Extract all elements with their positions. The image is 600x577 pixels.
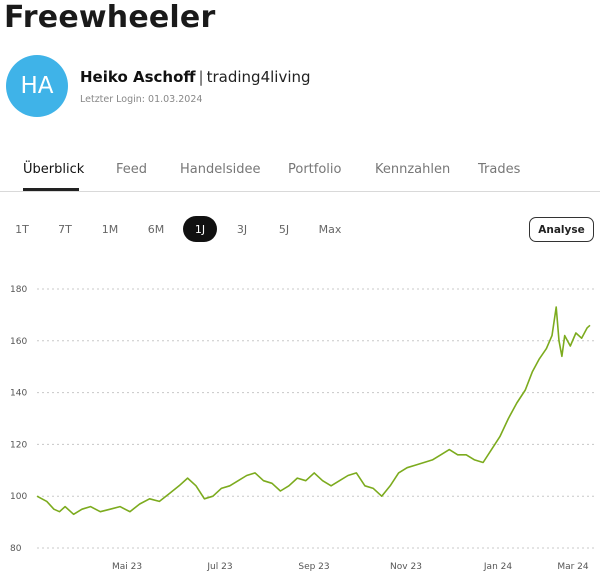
- range-1t[interactable]: 1T: [15, 222, 29, 236]
- range-5j[interactable]: 5J: [278, 222, 290, 236]
- range-1j[interactable]: 1J: [183, 216, 217, 242]
- range-max[interactable]: Max: [318, 222, 342, 236]
- active-tab-indicator: [23, 188, 79, 191]
- user-line: Heiko Aschoff | trading4living: [80, 68, 311, 86]
- range-6m[interactable]: 6M: [147, 222, 165, 236]
- x-tick-label: Nov 23: [390, 562, 422, 572]
- range-3j[interactable]: 3J: [236, 222, 248, 236]
- performance-chart[interactable]: 180 160 140 120 100 80 Mai 23 Jul 23 Sep 23 Nov …: [0, 270, 600, 577]
- user-handle[interactable]: trading4living: [206, 68, 311, 86]
- range-1m[interactable]: 1M: [101, 222, 119, 236]
- user-separator: |: [198, 68, 204, 86]
- y-tick-label: 100: [10, 492, 27, 502]
- y-tick-label: 80: [10, 544, 22, 554]
- range-7t[interactable]: 7T: [58, 222, 72, 236]
- chart-grid: [37, 288, 597, 549]
- tab-feed[interactable]: Feed: [116, 162, 148, 177]
- y-tick-label: 120: [10, 440, 27, 450]
- avatar-initials: HA: [20, 73, 54, 99]
- y-axis: 180 160 140 120 100 80: [10, 285, 27, 554]
- tab-portfolio[interactable]: Portfolio: [288, 162, 342, 177]
- avatar[interactable]: HA: [6, 55, 68, 117]
- user-name[interactable]: Heiko Aschoff: [80, 68, 196, 86]
- x-tick-label: Jan 24: [483, 562, 512, 572]
- tab-trades[interactable]: Trades: [478, 162, 521, 177]
- y-tick-label: 180: [10, 285, 27, 295]
- time-range-selector: 1T 7T 1M 6M 1J 3J 5J Max: [0, 216, 600, 244]
- x-tick-label: Sep 23: [298, 562, 329, 572]
- x-tick-label: Jul 23: [206, 562, 232, 572]
- page-title: Freewheeler: [4, 0, 216, 35]
- last-login: Letzter Login: 01.03.2024: [80, 94, 203, 105]
- x-tick-label: Mai 23: [112, 562, 142, 572]
- analyse-button[interactable]: Analyse: [529, 217, 594, 242]
- y-tick-label: 140: [10, 389, 27, 399]
- x-tick-label: Mar 24: [557, 562, 589, 572]
- tab-ueberblick[interactable]: Überblick: [23, 162, 85, 177]
- y-tick-label: 160: [10, 337, 27, 347]
- performance-line: [36, 306, 591, 516]
- tab-handelsidee[interactable]: Handelsidee: [180, 162, 261, 177]
- tab-bar: Überblick Feed Handelsidee Portfolio Ken…: [0, 150, 600, 192]
- tab-kennzahlen[interactable]: Kennzahlen: [375, 162, 451, 177]
- x-axis: Mai 23 Jul 23 Sep 23 Nov 23 Jan 24 Mar 24: [112, 562, 589, 572]
